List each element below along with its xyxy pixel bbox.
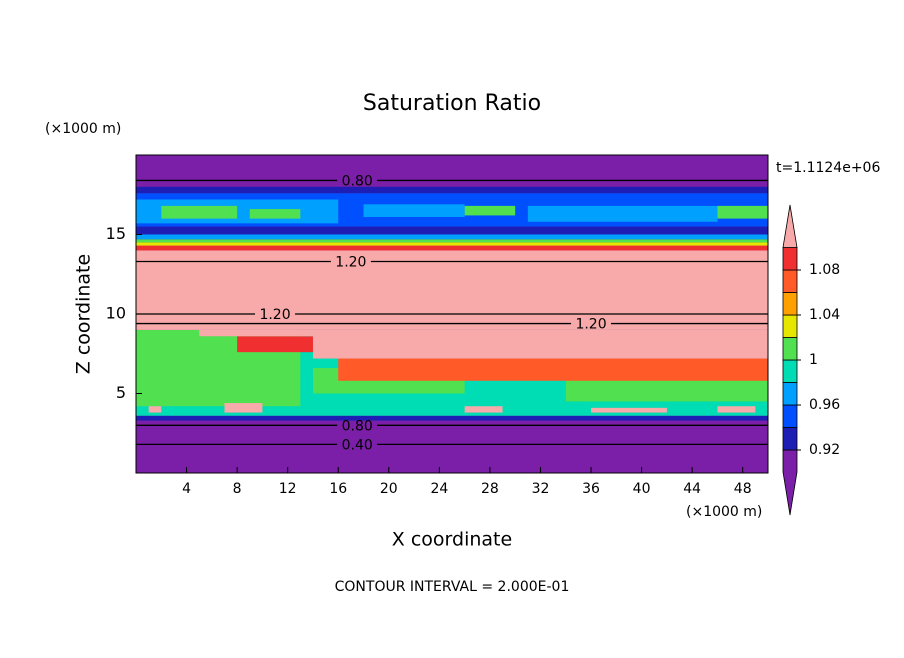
contour-label: 1.20 <box>335 255 366 271</box>
field-cell <box>148 406 162 413</box>
x-unit: (×1000 m) <box>686 504 762 520</box>
contour-label: 0.40 <box>342 437 373 453</box>
colorbar-box <box>782 359 798 383</box>
colorbar-box <box>782 427 798 451</box>
x-tick-label: 4 <box>182 481 191 497</box>
x-tick-label: 8 <box>233 481 242 497</box>
colorbar: 0.92 0.96 1 1.04 1.08 <box>782 204 840 516</box>
field-cell <box>464 406 503 413</box>
colorbar-label: 0.92 <box>809 442 840 458</box>
field-cell <box>363 204 465 218</box>
x-tick-label: 40 <box>633 481 651 497</box>
footer: CONTOUR INTERVAL = 2.000E-01 <box>335 579 570 595</box>
field-cell <box>717 205 768 219</box>
field <box>136 155 768 473</box>
colorbar-box <box>782 382 798 406</box>
contour-label: 0.80 <box>342 418 373 434</box>
x-tick-label: 28 <box>481 481 499 497</box>
contours: 0.40 0.80 0.80 1.20 1.20 1.20 <box>136 173 768 453</box>
x-tick-label: 16 <box>329 481 347 497</box>
y-axis-label: Z coordinate <box>73 254 95 374</box>
field-cell <box>249 209 301 219</box>
x-tick-label: 32 <box>532 481 550 497</box>
field-cell <box>464 205 516 216</box>
x-tick-label: 20 <box>380 481 398 497</box>
contour-label: 0.80 <box>342 173 373 189</box>
field-cell <box>136 245 768 251</box>
field-cell <box>136 242 768 246</box>
y-tick-label: 5 <box>116 383 126 402</box>
colorbar-box <box>782 404 798 428</box>
field-cell <box>224 403 263 413</box>
colorbar-box <box>782 337 798 361</box>
y-tick-label: 10 <box>106 304 126 323</box>
colorbar-label: 1.08 <box>809 262 840 278</box>
field-cell <box>136 250 768 330</box>
field-cell <box>136 234 768 240</box>
y-unit: (×1000 m) <box>45 121 121 137</box>
field-cell <box>338 358 768 381</box>
colorbar-label: 0.96 <box>809 397 840 413</box>
field-cell <box>136 239 768 243</box>
field-cell <box>717 406 756 413</box>
colorbar-label: 1 <box>809 352 818 368</box>
chart-title: Saturation Ratio <box>363 91 541 116</box>
colorbar-box <box>782 314 798 338</box>
field-cell <box>136 226 768 235</box>
colorbar-label: 1.04 <box>809 307 840 323</box>
colorbar-low <box>782 449 798 516</box>
colorbar-box <box>782 269 798 293</box>
x-axis-label: X coordinate <box>392 529 512 551</box>
field-cell <box>161 205 238 219</box>
contour-label: 1.20 <box>259 307 290 323</box>
field-cell <box>136 186 768 194</box>
y-tick-label: 15 <box>106 224 126 243</box>
x-tick-label: 36 <box>582 481 600 497</box>
field-cell <box>312 329 768 359</box>
colorbar-high <box>782 204 798 248</box>
x-tick-label: 12 <box>279 481 297 497</box>
field-cell <box>527 205 718 222</box>
field-cell <box>591 407 667 413</box>
field-cell <box>136 415 768 421</box>
time-label: t=1.1124e+06 <box>776 160 880 176</box>
colorbar-box <box>782 247 798 271</box>
colorbar-box <box>782 292 798 316</box>
x-tick-label: 24 <box>430 481 448 497</box>
field-cell <box>199 329 313 337</box>
contour-label: 1.20 <box>575 317 606 333</box>
x-tick-label: 44 <box>683 481 701 497</box>
x-tick-label: 48 <box>734 481 752 497</box>
